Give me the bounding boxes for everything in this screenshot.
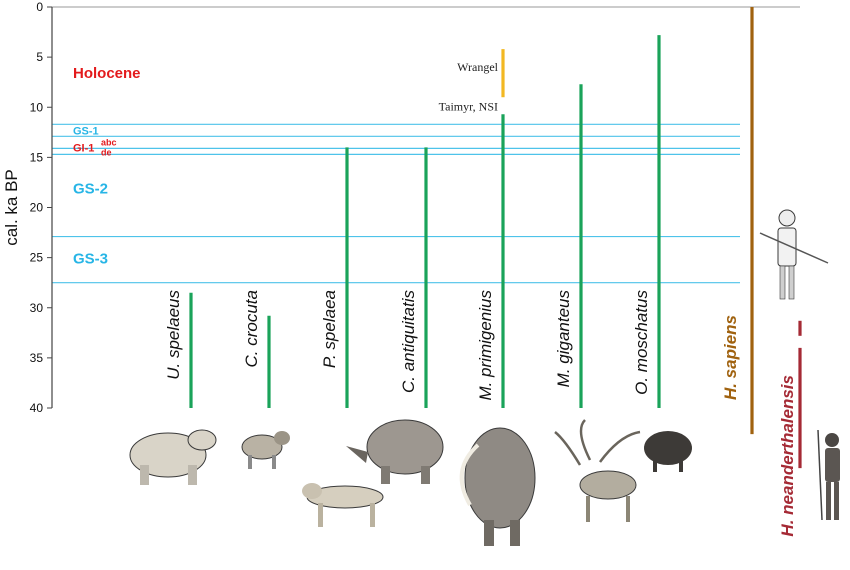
taimyr-label: Taimyr, NSI xyxy=(439,99,498,113)
species-label: H. sapiens xyxy=(721,315,740,400)
y-tick-label: 15 xyxy=(30,150,44,164)
species-ranges: U. spelaeus C. crocuta P. spelaea C. antiqu… xyxy=(164,7,802,537)
y-tick-label: 25 xyxy=(30,251,44,265)
modern-human-illustration xyxy=(759,209,829,300)
climate-label-superscript: abc xyxy=(101,137,117,147)
woolly-rhino-illustration xyxy=(346,419,444,484)
y-tick-label: 35 xyxy=(30,351,44,365)
species-label: C. crocuta xyxy=(242,290,261,367)
y-axis-title: cal. ka BP xyxy=(2,169,21,246)
cave-lion-illustration xyxy=(302,483,384,527)
climate-label: GS-3 xyxy=(73,251,108,268)
cave-bear-illustration xyxy=(129,429,217,485)
y-tick-label: 5 xyxy=(36,50,43,64)
climate-label: GS-2 xyxy=(73,180,108,197)
climate-label: GS-1 xyxy=(73,125,99,137)
species-label: O. moschatus xyxy=(632,290,651,395)
y-tick-label: 40 xyxy=(30,401,44,415)
woolly-mammoth-illustration xyxy=(459,427,536,546)
y-tick-label: 10 xyxy=(30,100,44,114)
hyena-illustration xyxy=(241,431,290,469)
climate-label: GI-1 xyxy=(73,142,94,154)
neanderthal-illustration xyxy=(817,429,840,521)
species-label: P. spelaea xyxy=(320,290,339,368)
y-tick-label: 0 xyxy=(36,0,43,14)
species-label: U. spelaeus xyxy=(164,290,183,380)
musk-ox-illustration xyxy=(644,431,692,472)
giant-deer-illustration xyxy=(554,419,641,522)
climate-boundaries xyxy=(52,123,740,284)
climate-label-subscript: de xyxy=(101,147,112,157)
y-tick-label: 30 xyxy=(30,301,44,315)
species-label: H. neanderthalensis xyxy=(778,375,797,537)
climate-label: Holocene xyxy=(73,65,141,82)
y-tick-label: 20 xyxy=(30,201,44,215)
y-axis: 0 5 10 15 20 25 30 35 40 cal. ka BP xyxy=(2,0,800,415)
species-label: C. antiquitatis xyxy=(399,290,418,393)
species-label: M. giganteus xyxy=(554,290,573,388)
animal-illustrations xyxy=(129,209,840,546)
wrangel-label: Wrangel xyxy=(457,60,498,74)
species-label: M. primigenius xyxy=(476,290,495,401)
